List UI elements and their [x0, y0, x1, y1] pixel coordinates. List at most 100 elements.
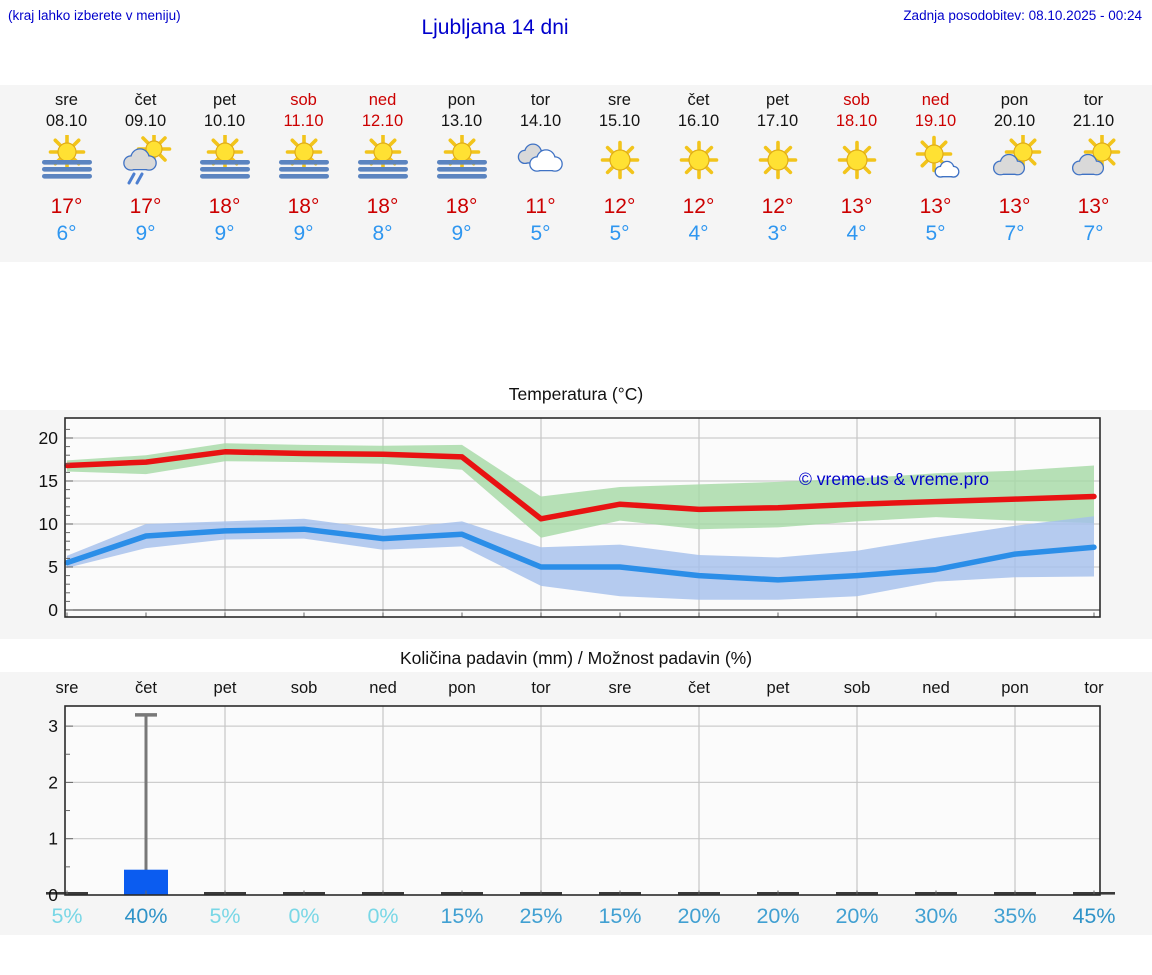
plot-area — [65, 706, 1100, 895]
day-name: pon — [447, 91, 476, 109]
precipitation-chart: sre čet pet sob ned pon tor sre čet pet sob ned pon t… — [0, 672, 1152, 935]
high-temp: 17° — [50, 195, 83, 218]
precip-day-label: ned — [922, 679, 950, 697]
min-temp-line — [64, 526, 1097, 583]
low-temp: 5° — [530, 222, 551, 245]
precip-day-label: pet — [767, 679, 790, 697]
precip-day-label: pon — [448, 679, 476, 697]
menu-hint: (kraj lahko izberete v meniju) — [8, 8, 181, 23]
precip-day-label: sre — [609, 679, 632, 697]
day-date: 21.10 — [1072, 112, 1115, 130]
precip-gridlines — [65, 706, 1100, 895]
high-temp: 13° — [919, 195, 952, 218]
sun-cloud-icon — [896, 135, 975, 189]
precipitation-chart-svg: sre čet pet sob ned pon tor sre čet pet sob ned pon t… — [46, 679, 1116, 928]
y-axis-label: 1 — [48, 829, 58, 849]
forecast-day: tor 14.10 11° 5° — [501, 90, 580, 247]
high-temp: 18° — [366, 195, 399, 218]
forecast-day: pon 13.10 18° 9° — [422, 90, 501, 247]
high-temp: 18° — [208, 195, 241, 218]
day-date: 16.10 — [677, 112, 720, 130]
low-temp: 3° — [767, 222, 788, 245]
day-date: 11.10 — [283, 112, 324, 130]
low-temp: 9° — [214, 222, 235, 245]
day-name: tor — [1083, 91, 1104, 109]
low-temp: 5° — [609, 222, 630, 245]
precip-day-label: sob — [844, 679, 871, 697]
day-date: 20.10 — [993, 112, 1036, 130]
precip-day-label: tor — [531, 679, 551, 697]
sunny-icon — [580, 135, 659, 189]
partly-cloudy-icon — [975, 135, 1054, 189]
low-temp: 9° — [451, 222, 472, 245]
max-temp-line — [64, 449, 1097, 522]
forecast-day: ned 12.10 18° 8° — [343, 90, 422, 247]
day-name: sob — [843, 91, 870, 109]
temperature-chart-svg: 0 5 10 15 20 © vreme.us & vreme.pro — [39, 417, 1101, 620]
high-temp: 12° — [761, 195, 794, 218]
forecast-strip: sre 08.10 17° 6° čet 09.10 17° 9° pet 10.10 18° 9° s… — [27, 90, 1133, 247]
precip-probability: 30% — [914, 904, 957, 928]
sun-fog-icon — [343, 135, 422, 189]
sunny-icon — [659, 135, 738, 189]
sun-fog-icon — [27, 135, 106, 189]
forecast-day: tor 21.10 13° 7° — [1054, 90, 1133, 247]
precip-day-label: čet — [688, 679, 710, 697]
precip-day-label: sob — [291, 679, 318, 697]
high-temp: 18° — [287, 195, 320, 218]
precip-probability: 5% — [51, 904, 82, 928]
forecast-day: sre 15.10 12° 5° — [580, 90, 659, 247]
y-axis-label: 15 — [39, 471, 58, 491]
high-temp: 17° — [129, 195, 162, 218]
day-date: 09.10 — [124, 112, 167, 130]
high-temp: 13° — [1077, 195, 1110, 218]
day-date: 08.10 — [45, 112, 88, 130]
last-updated: Zadnja posodobitev: 08.10.2025 - 00:24 — [903, 8, 1142, 23]
forecast-day: čet 09.10 17° 9° — [106, 90, 185, 247]
day-date: 12.10 — [361, 112, 404, 130]
low-temp: 8° — [372, 222, 393, 245]
y-axis-label: 0 — [48, 885, 58, 905]
temperature-chart: 0 5 10 15 20 © vreme.us & vreme.pro — [0, 410, 1152, 639]
day-name: čet — [687, 91, 710, 109]
sun-fog-icon — [264, 135, 343, 189]
day-name: ned — [368, 91, 397, 109]
precip-probability: 20% — [756, 904, 799, 928]
precip-probability: 20% — [835, 904, 878, 928]
y-axis-label: 20 — [39, 428, 59, 448]
day-name: pet — [213, 91, 236, 109]
y-axis-label: 3 — [48, 716, 58, 736]
day-name: sob — [290, 91, 317, 109]
precip-probability: 25% — [519, 904, 562, 928]
y-axis-label: 0 — [48, 600, 58, 620]
low-temp: 7° — [1083, 222, 1104, 245]
day-date: 13.10 — [440, 112, 483, 130]
day-name: čet — [134, 91, 157, 109]
y-axis-label: 10 — [39, 514, 59, 534]
day-date: 17.10 — [756, 112, 799, 130]
sun-fog-icon — [422, 135, 501, 189]
precip-plot-frame — [64, 705, 1101, 896]
day-name: sre — [608, 91, 631, 109]
sunny-icon — [817, 135, 896, 189]
day-date: 15.10 — [598, 112, 641, 130]
forecast-day: pet 10.10 18° 9° — [185, 90, 264, 247]
y-axis-label: 2 — [48, 772, 58, 792]
temperature-chart-title: Temperatura (°C) — [508, 384, 644, 404]
low-temp: 7° — [1004, 222, 1025, 245]
high-temp: 12° — [603, 195, 636, 218]
max-temp-band — [67, 443, 1094, 538]
precipitation-chart-title: Količina padavin (mm) / Možnost padavin … — [399, 648, 753, 668]
day-date: 18.10 — [835, 112, 878, 130]
forecast-day: sob 11.10 18° 9° — [264, 90, 343, 247]
precip-day-label: ned — [369, 679, 397, 697]
low-temp: 4° — [846, 222, 867, 245]
watermark-link[interactable]: © vreme.us & vreme.pro — [799, 469, 989, 489]
high-temp: 12° — [682, 195, 715, 218]
high-temp: 13° — [840, 195, 873, 218]
precip-day-label: sre — [56, 679, 79, 697]
precip-day-label: tor — [1084, 679, 1104, 697]
forecast-day: pon 20.10 13° 7° — [975, 90, 1054, 247]
day-name: tor — [530, 91, 551, 109]
